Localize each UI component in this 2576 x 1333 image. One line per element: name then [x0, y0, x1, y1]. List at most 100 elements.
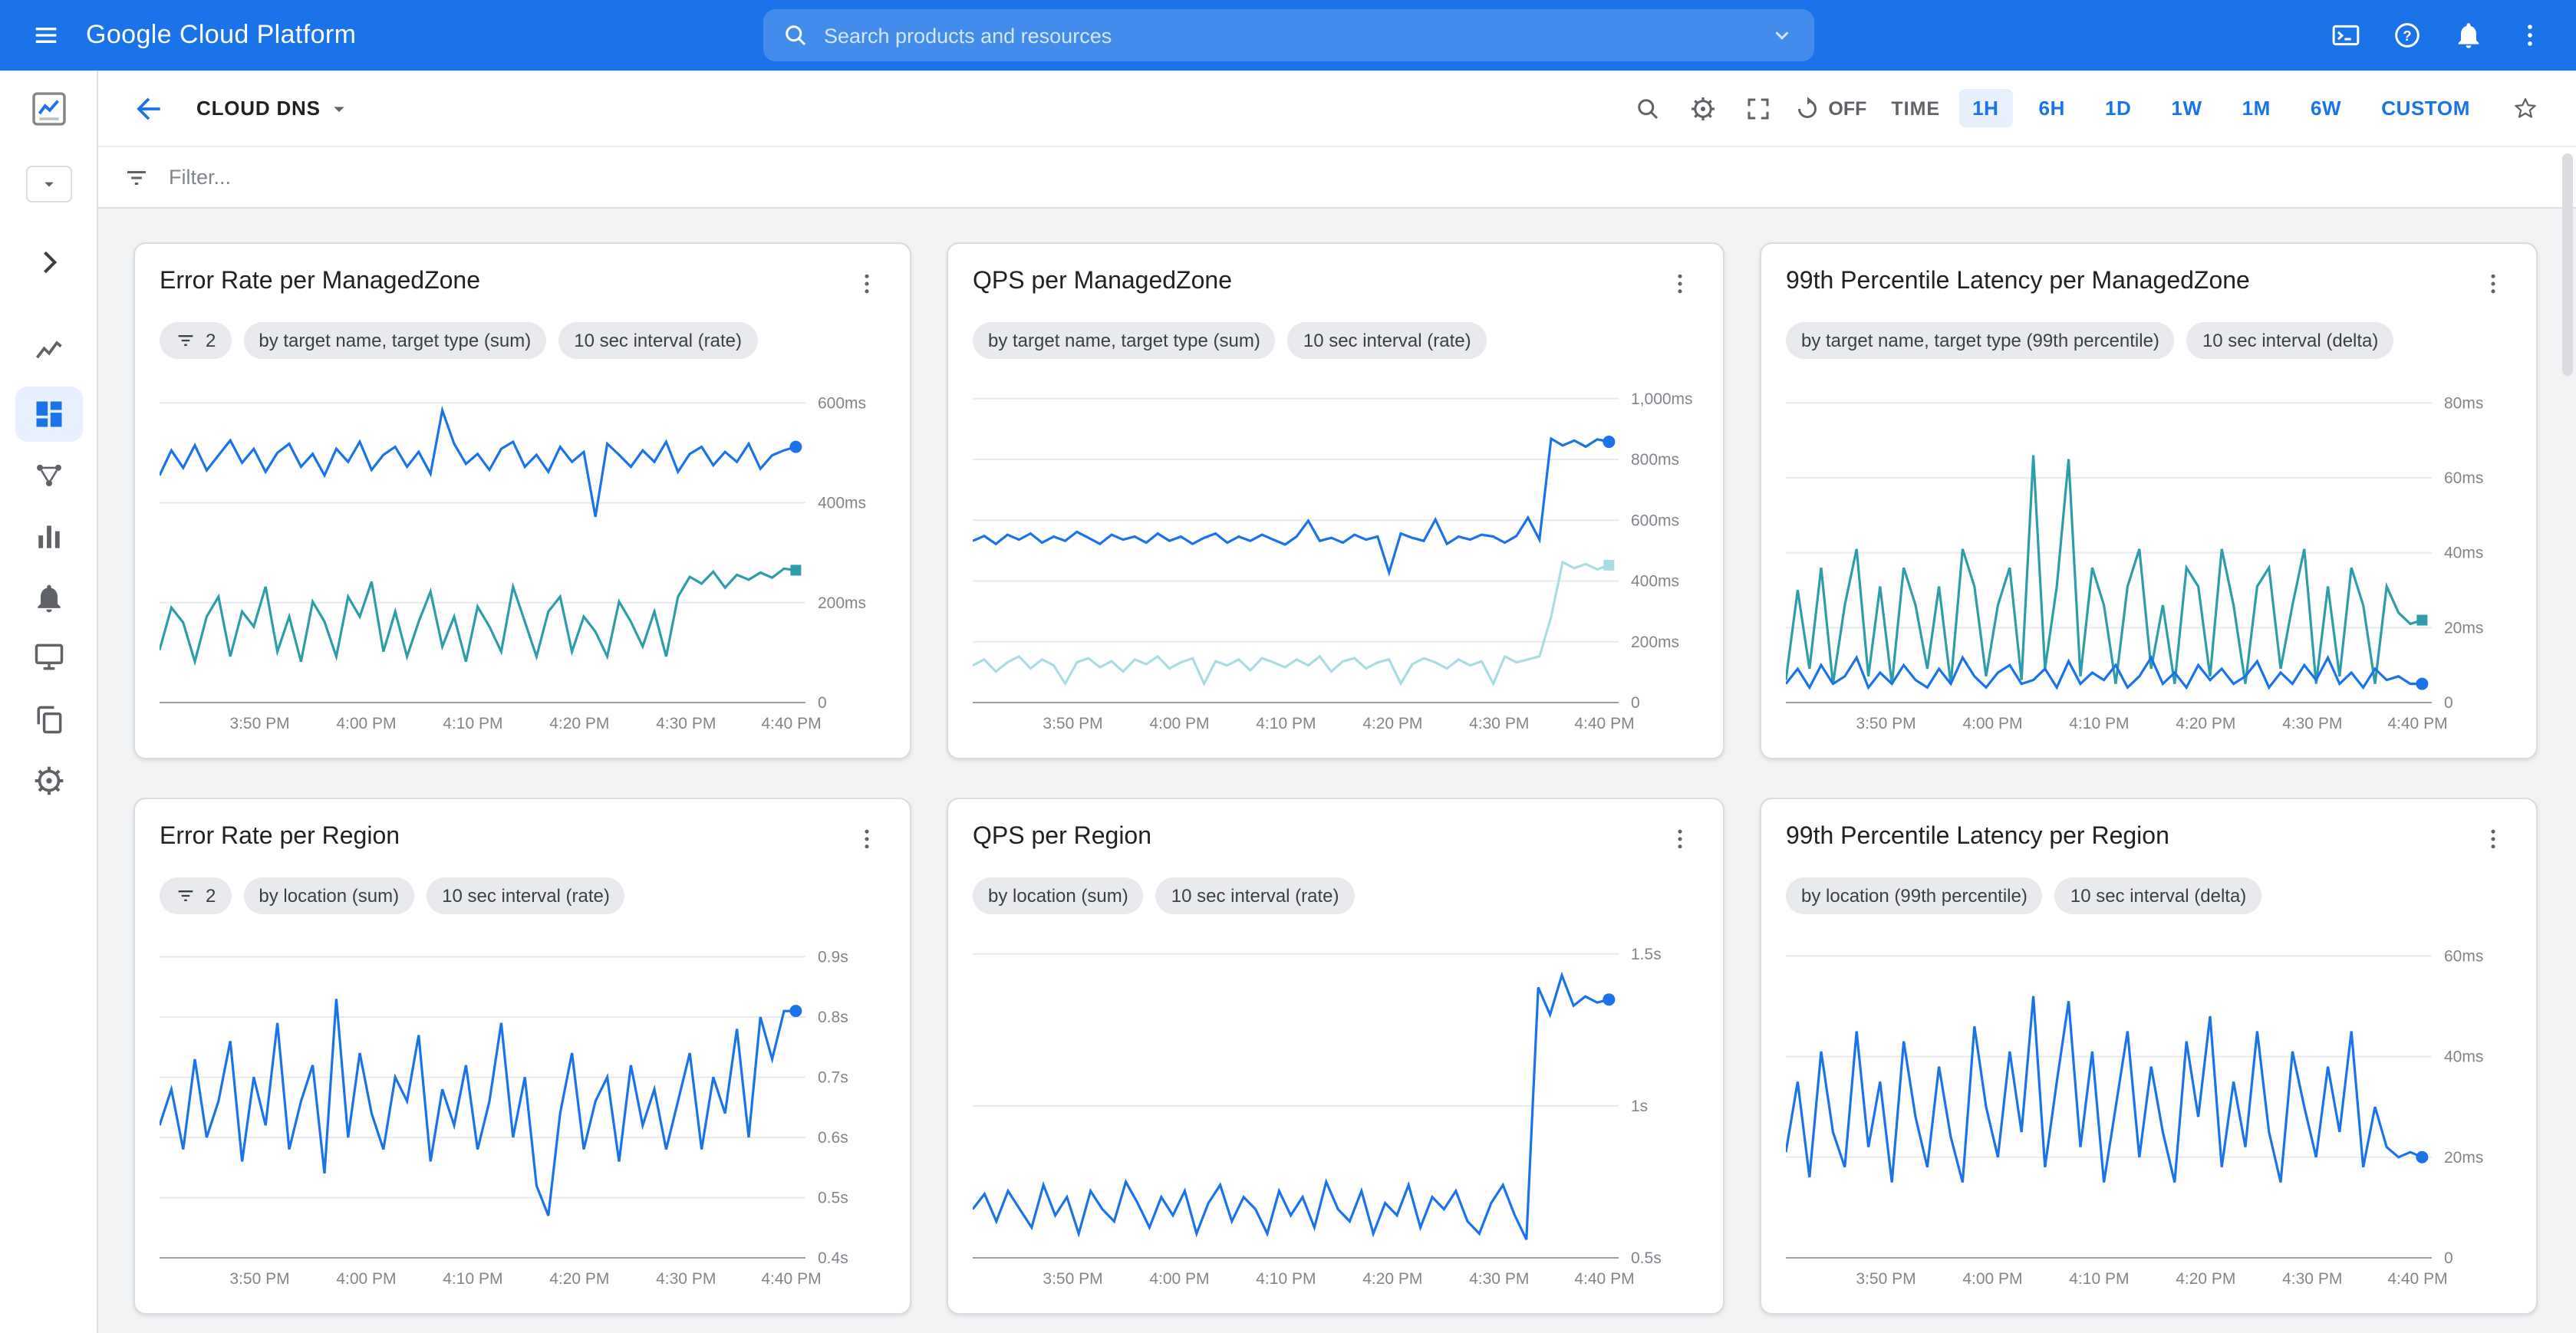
svg-text:200ms: 200ms [818, 594, 866, 612]
chip-label: by target name, target type (99th percen… [1801, 330, 2159, 351]
chart-plot: 1.5s 1s 0.5s 3:50 PM 4:00 PM 4:10 PM 4:20 PM 4:… [973, 923, 1698, 1292]
svg-text:4:10 PM: 4:10 PM [443, 1270, 502, 1288]
chart-card: Error Rate per ManagedZone 2 by target na… [133, 242, 911, 759]
svg-text:4:30 PM: 4:30 PM [1469, 1270, 1529, 1288]
expand-nav-button[interactable] [15, 235, 82, 290]
search-charts-icon [1633, 94, 1661, 122]
card-header: 99th Percentile Latency per ManagedZone [1786, 265, 2512, 302]
chart-chip[interactable]: by target name, target type (sum) [973, 322, 1276, 359]
svg-text:3:50 PM: 3:50 PM [1856, 715, 1916, 732]
card-more-options-button[interactable] [848, 821, 885, 857]
card-more-options-button[interactable] [848, 265, 885, 302]
chart-chip[interactable]: by target name, target type (99th percen… [1786, 322, 2175, 359]
svg-text:4:40 PM: 4:40 PM [2387, 715, 2447, 732]
time-range-6w[interactable]: 6W [2310, 97, 2342, 120]
sidebar-item-uptime-checks[interactable] [15, 629, 82, 684]
sidebar-item-dashboards[interactable] [15, 387, 82, 442]
svg-text:4:30 PM: 4:30 PM [656, 1270, 716, 1288]
dashboard-settings-button[interactable] [1676, 82, 1728, 134]
sidebar-item-settings[interactable] [15, 753, 82, 808]
help-button[interactable] [2380, 8, 2435, 63]
chart-title: 99th Percentile Latency per Region [1786, 824, 2169, 850]
chart-chips: by location (sum) 10 sec interval (rate) [973, 877, 1698, 914]
sidebar-item-alerting[interactable] [15, 571, 82, 626]
svg-text:60ms: 60ms [2444, 469, 2483, 487]
time-range-1d[interactable]: 1D [2104, 97, 2132, 120]
chart-chip[interactable]: 10 sec interval (rate) [558, 322, 757, 359]
time-range-1m[interactable]: 1M [2242, 97, 2271, 120]
chip-label: 10 sec interval (rate) [1171, 885, 1339, 907]
global-search[interactable] [763, 9, 1813, 61]
chart-chip[interactable]: 10 sec interval (rate) [427, 877, 625, 914]
kebab-icon [1666, 825, 1694, 853]
card-more-options-button[interactable] [2475, 821, 2512, 857]
svg-text:0.9s: 0.9s [818, 948, 848, 966]
svg-text:4:40 PM: 4:40 PM [761, 715, 821, 732]
time-label: TIME [1891, 97, 1941, 119]
chart-chip[interactable]: by location (99th percentile) [1786, 877, 2043, 914]
search-input[interactable] [824, 24, 1767, 47]
time-range-1h[interactable]: 1H [1958, 89, 2013, 127]
chart-chip[interactable]: 10 sec interval (rate) [1155, 877, 1355, 914]
sidebar-scope-dropdown[interactable] [25, 166, 71, 202]
filter-list-icon [123, 163, 150, 191]
chip-label: 2 [206, 885, 216, 907]
chart-chip[interactable]: 10 sec interval (rate) [1287, 322, 1487, 359]
chip-label: 10 sec interval (delta) [2070, 885, 2247, 907]
time-range-custom[interactable]: CUSTOM [2381, 97, 2470, 120]
svg-text:0.8s: 0.8s [818, 1009, 848, 1026]
cloud-shell-button[interactable] [2318, 8, 2373, 63]
back-button[interactable] [123, 82, 175, 134]
card-header: Error Rate per ManagedZone [160, 265, 885, 302]
menu-button[interactable] [18, 8, 74, 63]
svg-text:4:10 PM: 4:10 PM [443, 715, 502, 732]
svg-text:3:50 PM: 3:50 PM [229, 715, 289, 732]
sidebar-item-services[interactable] [15, 448, 82, 503]
svg-text:0.5s: 0.5s [818, 1189, 848, 1206]
search-scope-chevron-icon[interactable] [1767, 21, 1795, 49]
chart-chip[interactable]: by location (sum) [243, 877, 415, 914]
back-arrow-icon [132, 91, 166, 125]
svg-text:4:00 PM: 4:00 PM [1149, 1270, 1209, 1288]
svg-text:0.4s: 0.4s [818, 1249, 848, 1267]
time-range-group: 1H 6H 1D 1W 1M 6W CUSTOM [1958, 89, 2484, 127]
svg-text:1,000ms: 1,000ms [1631, 390, 1693, 408]
chart-title: 99th Percentile Latency per ManagedZone [1786, 268, 2250, 295]
search-charts-button[interactable] [1621, 82, 1673, 134]
dashboard-content: Error Rate per ManagedZone 2 by target na… [98, 209, 2576, 1333]
fullscreen-button[interactable] [1731, 82, 1784, 134]
chip-label: 10 sec interval (delta) [2202, 330, 2379, 351]
svg-text:3:50 PM: 3:50 PM [1043, 1270, 1102, 1288]
line-chart-icon [31, 334, 65, 368]
time-range-1w[interactable]: 1W [2171, 97, 2202, 120]
card-more-options-button[interactable] [1662, 821, 1698, 857]
svg-text:4:00 PM: 4:00 PM [1962, 1270, 2022, 1288]
chart-chip[interactable]: 10 sec interval (delta) [2186, 322, 2394, 359]
fullscreen-icon [1744, 94, 1771, 122]
chip-label: by target name, target type (sum) [988, 330, 1260, 351]
chip-label: 10 sec interval (rate) [574, 330, 742, 351]
dashboard-selector[interactable]: CLOUD DNS [196, 96, 351, 120]
svg-text:4:10 PM: 4:10 PM [2069, 715, 2129, 732]
chart-chip[interactable]: 2 [160, 322, 232, 359]
time-range-6h[interactable]: 6H [2038, 97, 2065, 120]
notifications-button[interactable] [2441, 8, 2496, 63]
left-nav [0, 71, 98, 1333]
chart-chip[interactable]: 10 sec interval (delta) [2054, 877, 2262, 914]
auto-refresh-button[interactable]: OFF [1793, 94, 1866, 122]
cards-grid: Error Rate per ManagedZone 2 by target na… [133, 242, 2538, 1315]
chart-chip[interactable]: 2 [160, 877, 232, 914]
card-more-options-button[interactable] [1662, 265, 1698, 302]
chart-chip[interactable]: by location (sum) [973, 877, 1144, 914]
star-button[interactable] [2499, 82, 2551, 134]
card-more-options-button[interactable] [2475, 265, 2512, 302]
chart-chips: by location (99th percentile) 10 sec inte… [1786, 877, 2512, 914]
sidebar-item-metrics-explorer[interactable] [15, 324, 82, 379]
more-options-button[interactable] [2502, 8, 2558, 63]
filter-input[interactable] [169, 166, 2551, 189]
scrollbar-thumb[interactable] [2562, 153, 2573, 376]
sidebar-item-groups[interactable] [15, 692, 82, 747]
sidebar-item-reports[interactable] [15, 509, 82, 564]
chart-chip[interactable]: by target name, target type (sum) [243, 322, 547, 359]
chart-plot: 600ms 400ms 200ms 0 3:50 PM 4:00 PM 4:10 PM 4:2… [160, 368, 885, 736]
